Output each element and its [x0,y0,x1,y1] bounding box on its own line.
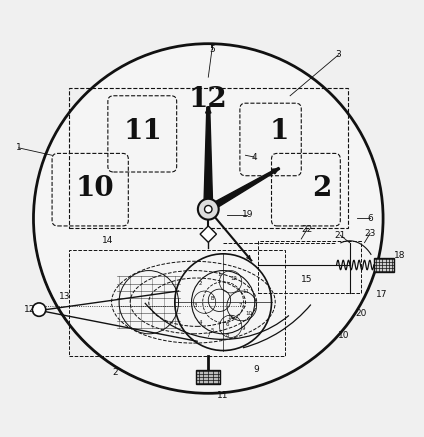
Text: 10: 10 [338,331,350,340]
Text: 6: 6 [367,214,373,223]
Text: 8: 8 [225,333,229,338]
Circle shape [204,205,212,213]
Bar [69,88,348,228]
Text: 9: 9 [242,326,245,331]
Text: 7: 7 [238,303,242,309]
Text: 2: 2 [312,175,332,202]
Text: 13: 13 [59,292,71,301]
Text: 3: 3 [193,303,197,309]
Text: 20: 20 [355,309,366,318]
Circle shape [33,44,383,393]
Circle shape [32,303,46,316]
Text: B: B [210,296,214,301]
Text: 11: 11 [242,288,249,294]
Polygon shape [200,226,217,242]
Text: 1: 1 [16,143,22,153]
Text: 5: 5 [209,45,215,54]
Bar [69,250,285,356]
Polygon shape [206,167,280,212]
Text: 19: 19 [242,210,253,219]
Text: 12: 12 [24,305,36,314]
Text: 5: 5 [210,328,214,333]
Text: 17: 17 [376,290,387,299]
Text: 10: 10 [75,175,114,202]
Text: 11: 11 [218,391,229,400]
Polygon shape [204,107,213,209]
Text: 3: 3 [335,50,341,59]
Text: 1: 1 [269,118,289,145]
Text: 23: 23 [364,229,376,238]
Bar [196,370,220,384]
Text: 22: 22 [301,225,312,234]
Text: 11: 11 [124,118,162,145]
Circle shape [198,199,219,220]
Text: 2: 2 [199,281,203,286]
Text: 12: 12 [189,86,228,113]
Text: 14: 14 [102,236,114,245]
Text: 7: 7 [206,333,210,338]
Text: 18: 18 [394,251,406,260]
Text: 9: 9 [254,364,259,374]
Text: 4: 4 [252,153,258,162]
Text: 16: 16 [227,315,234,319]
Text: 21: 21 [335,231,346,240]
Text: 6: 6 [225,322,229,327]
Text: 4: 4 [199,320,203,325]
Text: 1: 1 [218,272,221,277]
Bar [374,258,394,272]
Text: 2: 2 [112,368,118,378]
Text: 10: 10 [245,311,253,316]
Bar [259,241,361,293]
Text: 15: 15 [301,275,312,284]
Text: 12: 12 [231,275,238,281]
